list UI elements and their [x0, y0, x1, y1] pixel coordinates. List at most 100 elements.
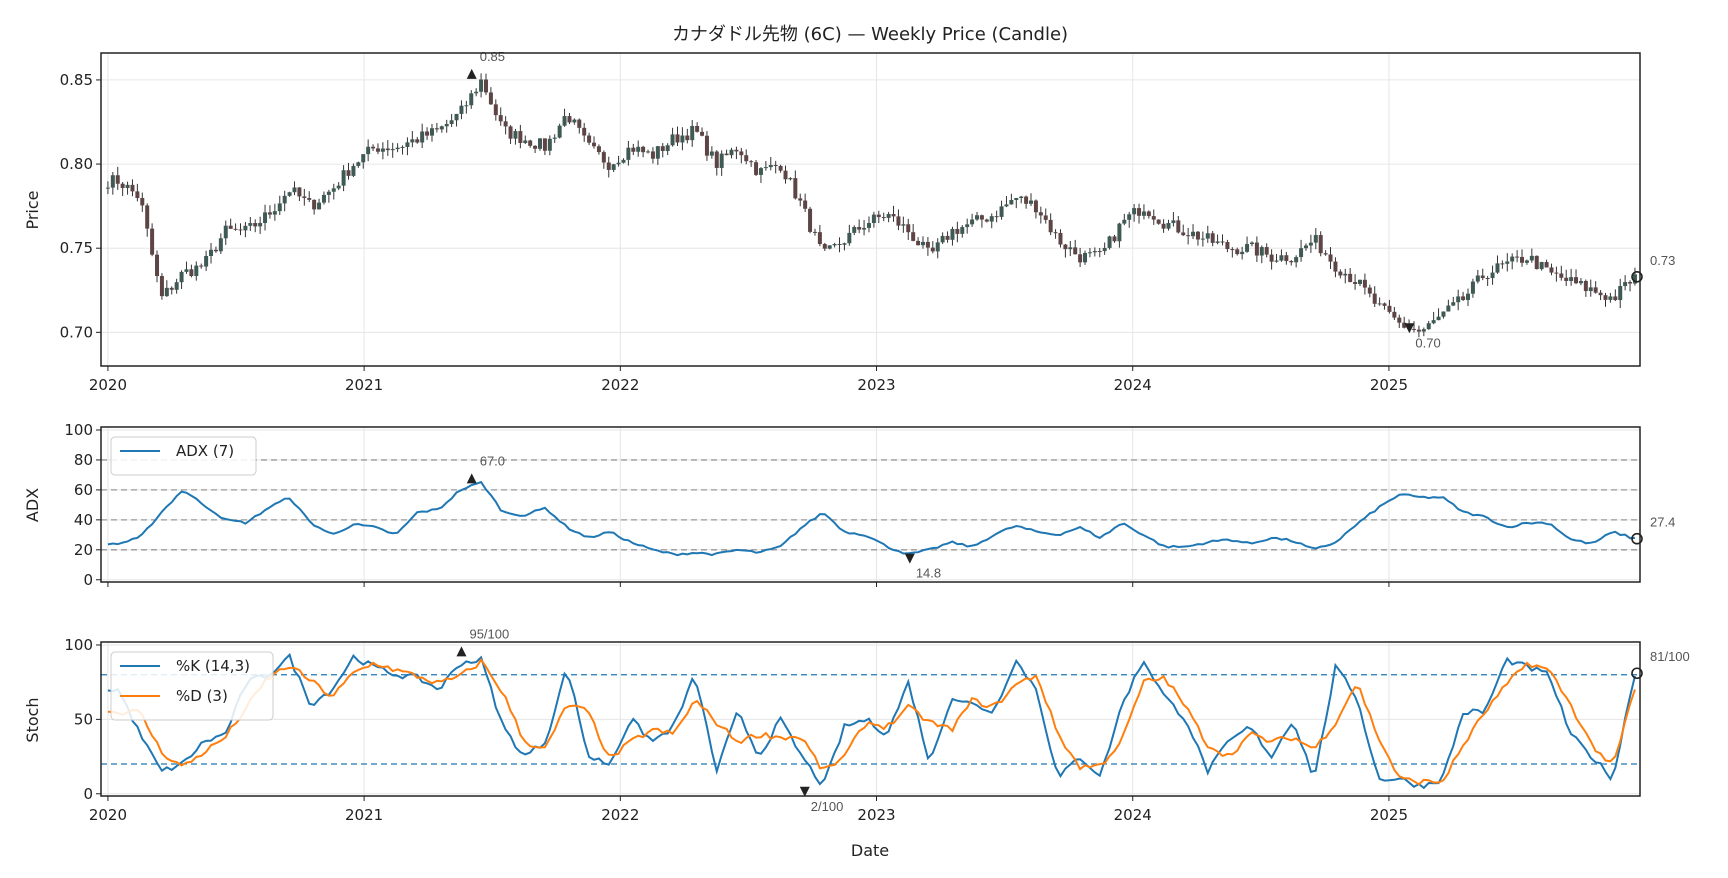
x-axis-label: Date: [851, 841, 889, 860]
candle-body: [817, 232, 822, 245]
candle-body: [164, 287, 169, 297]
candle-body: [459, 105, 464, 114]
candle-body: [778, 165, 783, 171]
candle-body: [729, 149, 734, 156]
candle-body: [1127, 214, 1132, 220]
candle-body: [366, 146, 371, 155]
candle-body: [140, 197, 145, 206]
candle-body: [920, 241, 925, 246]
candle-body: [307, 197, 312, 200]
candle-body: [341, 170, 346, 186]
candle-body: [194, 265, 199, 277]
candle-body: [866, 223, 871, 228]
candle-body: [1240, 251, 1245, 255]
candle-body: [1446, 305, 1451, 312]
candle-body: [783, 170, 788, 180]
candle-body: [1323, 253, 1328, 255]
candle-body: [690, 125, 695, 141]
candle-body: [228, 225, 233, 229]
candle-body: [1151, 216, 1156, 220]
candle-body: [1466, 293, 1471, 300]
max-label: 0.85: [480, 49, 505, 64]
candle-body: [542, 138, 547, 151]
candle-body: [1289, 261, 1294, 263]
x-tick-label: 2025: [1370, 806, 1408, 824]
candle-body: [827, 245, 832, 249]
candle-body: [592, 142, 597, 147]
candle-body: [812, 231, 817, 233]
candle-body: [935, 242, 940, 252]
candle-body: [1343, 273, 1348, 276]
candle-body: [204, 255, 209, 267]
candle-body: [135, 191, 140, 198]
candle-body: [1284, 255, 1289, 262]
candle-body: [1112, 236, 1117, 242]
candle-body: [469, 93, 474, 106]
candle-body: [1392, 311, 1397, 318]
candle-body: [572, 119, 577, 123]
x-tick-label: 2022: [601, 806, 639, 824]
candle-body: [925, 241, 930, 248]
candle-body: [1308, 242, 1313, 246]
candle-body: [1593, 287, 1598, 293]
candle-body: [317, 202, 322, 210]
candle-body: [209, 249, 214, 256]
candle-body: [218, 238, 223, 252]
y-tick-label: 0.70: [60, 323, 93, 341]
candle-body: [267, 212, 272, 215]
x-tick-label: 2020: [89, 806, 127, 824]
candle-body: [646, 151, 651, 153]
candle-body: [1333, 261, 1338, 272]
candle-body: [660, 146, 665, 152]
candle-body: [449, 120, 454, 124]
candle-body: [213, 249, 218, 252]
candle-body: [361, 154, 366, 163]
candle-body: [1269, 254, 1274, 262]
min-marker: [799, 786, 810, 797]
legend-box: [110, 436, 257, 476]
candle-body: [631, 147, 636, 152]
candle-body: [930, 247, 935, 252]
last-value-marker: [1631, 532, 1643, 545]
y-tick-label: 50: [74, 710, 93, 728]
min-marker: [904, 553, 915, 564]
last-value-label: 81/100: [1650, 649, 1690, 664]
candle-body: [346, 170, 351, 176]
candle-body: [626, 147, 631, 160]
adx-y-label: ADX: [23, 488, 42, 522]
candle-body: [1623, 282, 1628, 287]
candle-body: [189, 269, 194, 277]
candle-body: [302, 196, 307, 198]
candle-body: [1215, 241, 1220, 243]
candle-body: [263, 212, 268, 224]
candle-body: [1156, 219, 1161, 224]
candle-body: [1441, 311, 1446, 317]
candle-body: [1554, 272, 1559, 274]
y-tick-label: 0.75: [60, 239, 93, 257]
candle-body: [429, 128, 434, 136]
candle-body: [1097, 251, 1102, 253]
candle-body: [1235, 249, 1240, 255]
candle-body: [1195, 231, 1200, 240]
candle-body: [1353, 282, 1358, 285]
candle-body: [1500, 263, 1505, 265]
candle-body: [1574, 277, 1579, 284]
min-label: 2/100: [811, 799, 844, 814]
candle-body: [606, 162, 611, 170]
candle-body: [1171, 220, 1176, 224]
candle-body: [1598, 292, 1603, 296]
candle-body: [405, 142, 410, 147]
candle-body: [724, 153, 729, 156]
candle-body: [547, 138, 552, 151]
candle-body: [1411, 328, 1416, 330]
candle-body: [1495, 263, 1500, 273]
candle-body: [1122, 219, 1127, 224]
candle-body: [1608, 296, 1613, 300]
candle-body: [1559, 273, 1564, 278]
price-panel: 0.70 0.75 0.80 0.85 2020 2021 2022 2023 2024 2025…: [60, 49, 1676, 394]
candle-body: [837, 244, 842, 246]
last-value-marker: [1631, 667, 1643, 680]
candle-body: [1048, 219, 1053, 233]
candle-body: [881, 217, 886, 219]
candle-body: [243, 225, 248, 231]
